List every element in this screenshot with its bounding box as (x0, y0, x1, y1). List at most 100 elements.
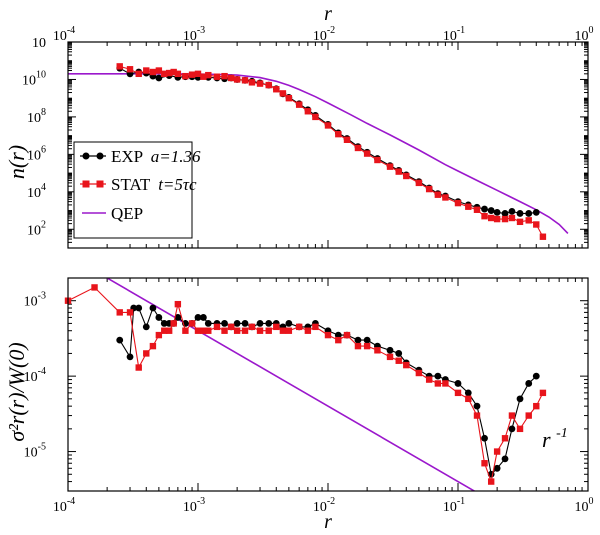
exp-series-point (116, 336, 124, 344)
legend-exp-marker (96, 152, 104, 160)
stat-series-point (295, 101, 303, 108)
exp-series-point (363, 336, 371, 344)
stat-series-point (135, 364, 142, 371)
stat-series-point (279, 327, 287, 334)
stat-series-point (248, 79, 256, 86)
exp-series-point (501, 455, 509, 463)
y-tick-label: 108 (27, 107, 46, 126)
stat-series-point (354, 342, 362, 350)
y-tick-label: 106 (27, 144, 46, 163)
stat-series-point (200, 73, 207, 80)
stat-series-point (182, 327, 189, 334)
y-tick-label-exponent: 6 (41, 144, 46, 155)
stat-series-point (501, 435, 509, 442)
stat-series-point (304, 108, 312, 115)
stat-series-point (233, 327, 241, 334)
top-x-tick-labels: 10-4 10-3 10-2 10-1 100 (53, 25, 594, 44)
stat-series-point (304, 327, 312, 334)
x-tick-label: 10-1 (443, 25, 465, 44)
stat-series-point (343, 136, 351, 143)
legend-exp-detail: a=1.36 (151, 147, 201, 166)
x-tick-label-exponent: -1 (457, 25, 465, 36)
x-tick-label: 10-3 (183, 25, 205, 44)
legend-exp-name: EXP (111, 147, 143, 166)
exp-series-point (464, 389, 472, 397)
stat-series-point (454, 389, 462, 397)
stat-series-point (386, 353, 394, 361)
exp-series-point (199, 314, 207, 321)
y-tick-label-exponent: -3 (38, 291, 46, 302)
stat-series-point (241, 327, 249, 334)
exp-series-point (135, 304, 143, 312)
x-tick-label: 100 (575, 496, 594, 515)
stat-series-point (200, 327, 207, 334)
stat-series-point (465, 203, 472, 210)
stat-series-point (493, 448, 501, 455)
stat-series-point (161, 327, 168, 334)
stat-series-point (395, 168, 402, 175)
exp-series-point (434, 372, 442, 380)
stat-series-line (68, 286, 544, 484)
stat-series-point (395, 357, 402, 364)
x-tick-label-exponent: -2 (327, 496, 335, 507)
exp-series-point (525, 210, 533, 217)
stat-series-point (143, 350, 150, 357)
x-tick-label: 10-1 (443, 496, 465, 515)
stat-series-point (465, 395, 472, 403)
exp-series-point (516, 395, 524, 403)
x-tick-label: 10-2 (313, 25, 335, 44)
stat-series-point (442, 194, 449, 201)
stat-series-point (256, 80, 264, 87)
top-plot-frame (67, 41, 589, 249)
stat-series-point (126, 66, 134, 73)
x-tick-label-exponent: 0 (589, 25, 594, 36)
legend: EXP a=1.36 STAT t=5τc QEP (73, 141, 201, 239)
stat-series-point (354, 144, 362, 152)
stat-series-point (487, 214, 495, 222)
stat-series-point (143, 67, 150, 74)
exp-series-point (508, 425, 516, 433)
legend-entry-qep: QEP (82, 204, 143, 223)
stat-series-point (227, 74, 235, 82)
exp-series-point (174, 314, 182, 321)
stat-series-point (363, 150, 371, 157)
bottom-axis-ticks (67, 277, 589, 492)
top-x-axis-label: r (324, 3, 332, 25)
exp-series-point (160, 320, 168, 327)
exp-series-point (354, 336, 362, 344)
stat-series-point (155, 67, 163, 74)
stat-series-point (205, 71, 212, 79)
legend-entry-exp: EXP a=1.36 (80, 147, 201, 166)
stat-series-point (473, 412, 481, 419)
stat-series-point (174, 70, 182, 78)
y-tick-label-exponent: -5 (38, 442, 46, 453)
stat-series-point (324, 331, 332, 339)
stat-series-point (481, 460, 488, 467)
exp-series-point (532, 208, 540, 216)
stat-series-point (182, 72, 189, 80)
y-tick-label-exponent: 2 (41, 219, 46, 230)
legend-stat-marker (96, 180, 104, 188)
stat-series-point (221, 327, 228, 334)
x-tick-label-exponent: -4 (67, 25, 75, 36)
exp-series-point (194, 314, 202, 321)
exp-series-point (493, 208, 501, 216)
x-tick-label-exponent: -2 (327, 25, 335, 36)
stat-series-point (539, 389, 547, 397)
svg-text:r -1: r -1 (542, 426, 568, 452)
stat-series-point (312, 323, 319, 331)
stat-series-point (265, 81, 272, 89)
stat-series-point (256, 327, 264, 334)
stat-series-point (508, 412, 516, 419)
stat-series-point (188, 320, 196, 327)
y-tick-label: 104 (27, 182, 46, 201)
stat-series-point (161, 70, 168, 78)
stat-series-point (227, 323, 235, 331)
stat-series-point (533, 402, 540, 410)
stat-series-point (213, 323, 221, 331)
exp-series-point (525, 380, 533, 387)
stat-series-point (213, 73, 221, 80)
stat-series-point (434, 380, 442, 387)
exp-series-point (256, 320, 264, 327)
